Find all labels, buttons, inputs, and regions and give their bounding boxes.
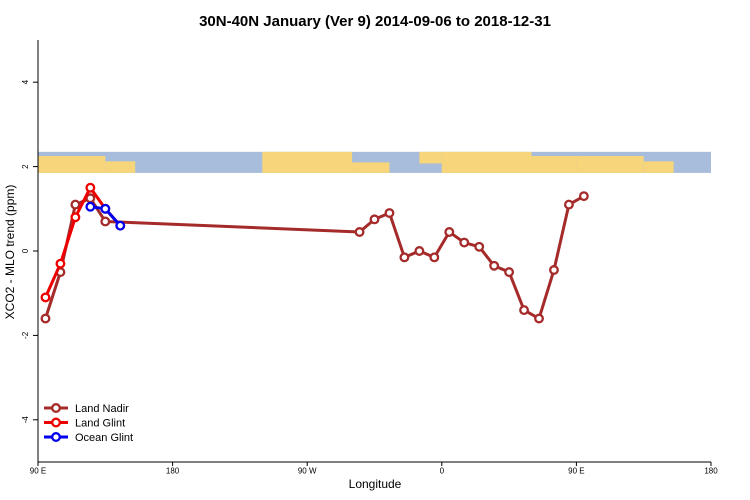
data-point [444, 227, 455, 237]
legend-swatch-marker [51, 403, 61, 413]
y-tick-label: 2 [21, 164, 30, 169]
data-point [100, 203, 111, 214]
land-area-7 [576, 156, 644, 173]
land-area-6 [531, 156, 577, 173]
series-0 [40, 191, 589, 324]
data-point [459, 237, 470, 248]
data-point [429, 252, 440, 263]
data-point [534, 313, 544, 324]
data-point [70, 212, 81, 223]
data-point [369, 214, 380, 225]
x-axis-label: Longitude [349, 477, 402, 491]
legend-item-0: Land Nadir [44, 403, 129, 415]
legend-item-2: Ocean Glint [44, 432, 133, 444]
chart-title: 30N-40N January (Ver 9) 2014-09-06 to 20… [199, 13, 551, 30]
data-point [55, 258, 66, 269]
land-area-2 [262, 151, 353, 173]
data-point [578, 191, 589, 202]
land-area-8 [643, 161, 674, 173]
series-2 [85, 201, 126, 231]
x-tick-label: 180 [166, 467, 180, 476]
y-tick-label: 0 [21, 248, 30, 253]
data-point [40, 313, 51, 324]
land-area-4 [419, 151, 442, 164]
data-point [70, 199, 81, 210]
x-tick-label: 90 E [30, 467, 46, 476]
data-point [563, 199, 574, 210]
data-point [100, 216, 111, 227]
legend-label: Land Glint [75, 418, 125, 430]
land-area-0 [38, 156, 106, 173]
x-tick-label: 0 [440, 467, 445, 476]
y-tick-label: 4 [21, 79, 30, 84]
data-point [85, 201, 96, 212]
data-point [399, 252, 410, 263]
data-point [354, 227, 365, 237]
data-point [115, 220, 126, 231]
data-series [40, 182, 589, 324]
data-point [489, 260, 500, 271]
legend: Land Nadir Land Glint Ocean Glint [44, 403, 133, 444]
land-area-1 [105, 161, 136, 173]
data-point [519, 305, 530, 316]
legend-label: Land Nadir [75, 403, 129, 415]
legend-swatch-marker [51, 432, 61, 442]
data-point [549, 265, 559, 275]
data-point [384, 208, 395, 218]
axes: -4 -2 0 2 4 90 E 180 90 W 0 90 E 180 [21, 40, 718, 476]
data-point [474, 241, 485, 252]
series-line [44, 194, 585, 321]
y-tick-label: -4 [21, 416, 30, 424]
y-tick-label: -2 [21, 331, 30, 339]
land-area-5 [441, 151, 532, 173]
y-axis-label: XCO2 - MLO trend (ppm) [3, 185, 17, 320]
data-point [504, 267, 515, 278]
legend-item-1: Land Glint [44, 418, 125, 430]
data-point [85, 182, 96, 193]
land-area-3 [352, 162, 390, 173]
series-1 [40, 182, 126, 303]
world-map-band [38, 151, 711, 173]
x-tick-label: 90 E [568, 467, 584, 476]
data-point [414, 246, 425, 256]
legend-swatch-marker [51, 417, 61, 428]
x-tick-label: 180 [704, 467, 718, 476]
data-point [40, 292, 51, 303]
x-tick-label: 90 W [298, 467, 317, 476]
legend-label: Ocean Glint [75, 432, 133, 444]
